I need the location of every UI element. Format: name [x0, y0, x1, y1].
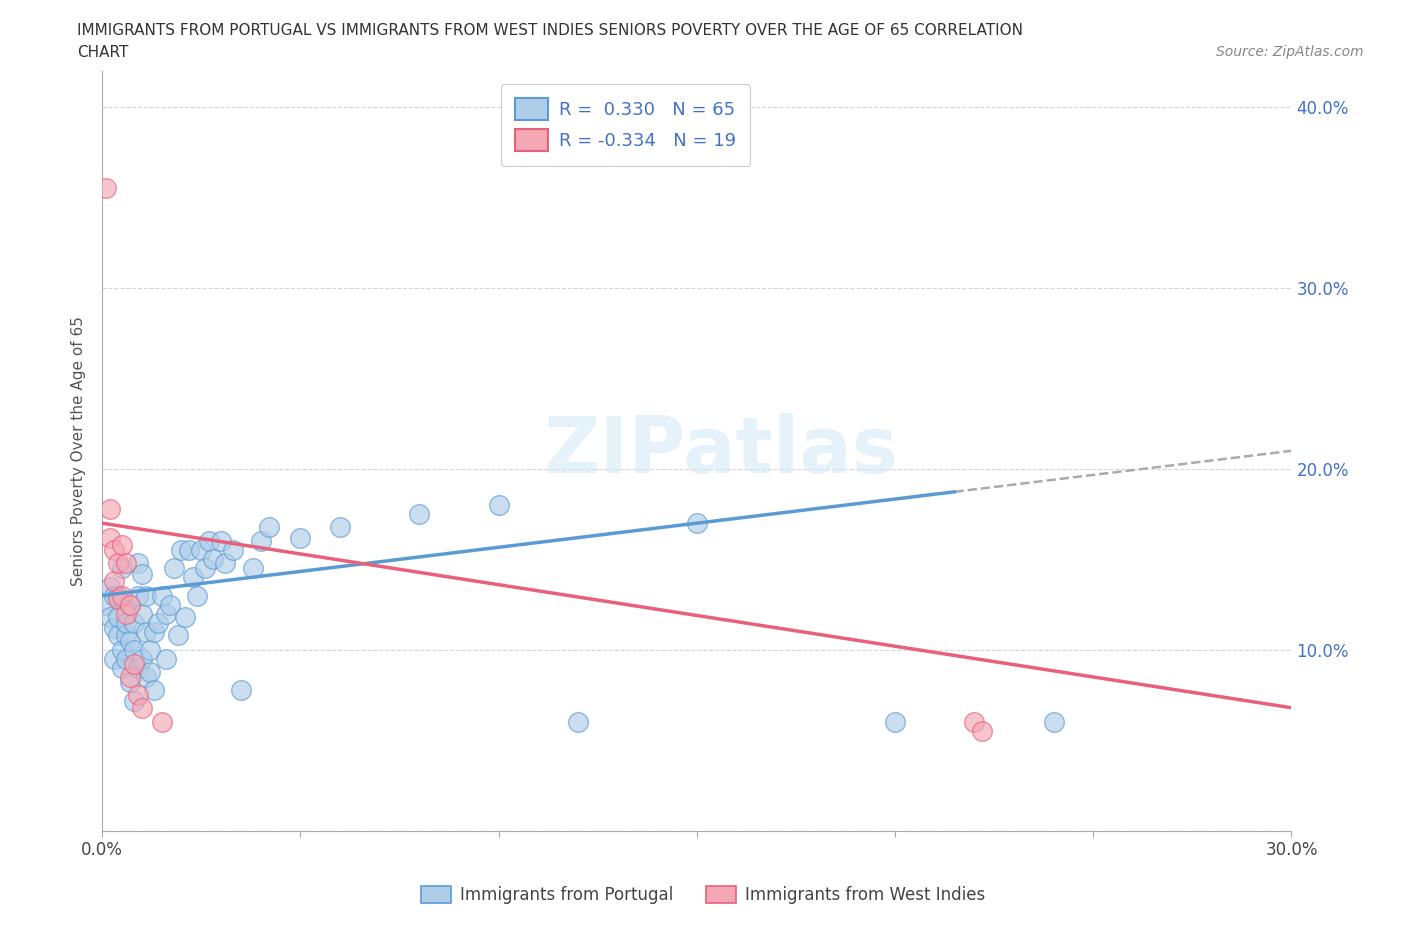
Point — [131, 700, 153, 715]
Point — [107, 628, 129, 643]
Point — [249, 534, 271, 549]
Point — [127, 660, 149, 675]
Point — [146, 616, 169, 631]
Point — [118, 670, 141, 684]
Point — [183, 570, 205, 585]
Point — [111, 538, 134, 552]
Point — [118, 597, 141, 612]
Point — [127, 555, 149, 570]
Point — [115, 555, 138, 570]
Point — [115, 628, 138, 643]
Y-axis label: Seniors Poverty Over the Age of 65: Seniors Poverty Over the Age of 65 — [72, 316, 86, 586]
Point — [96, 597, 118, 612]
Point — [115, 616, 138, 631]
Point — [174, 610, 197, 625]
Point — [488, 498, 510, 512]
Legend: Immigrants from Portugal, Immigrants from West Indies: Immigrants from Portugal, Immigrants fro… — [415, 879, 991, 910]
Point — [963, 715, 986, 730]
Point — [122, 693, 145, 708]
Point — [202, 551, 225, 566]
Point — [131, 606, 153, 621]
Point — [118, 675, 141, 690]
Point — [103, 620, 125, 635]
Point — [107, 555, 129, 570]
Point — [103, 543, 125, 558]
Point — [107, 588, 129, 603]
Point — [257, 519, 280, 534]
Point — [135, 588, 157, 603]
Point — [150, 715, 173, 730]
Point — [131, 651, 153, 666]
Point — [139, 643, 162, 658]
Point — [111, 561, 134, 576]
Point — [214, 555, 236, 570]
Point — [186, 588, 208, 603]
Point — [131, 566, 153, 581]
Point — [142, 683, 165, 698]
Text: Source: ZipAtlas.com: Source: ZipAtlas.com — [1216, 45, 1364, 59]
Point — [98, 610, 121, 625]
Point — [122, 616, 145, 631]
Point — [115, 651, 138, 666]
Point — [884, 715, 907, 730]
Point — [107, 610, 129, 625]
Point — [162, 561, 184, 576]
Point — [98, 501, 121, 516]
Point — [127, 588, 149, 603]
Point — [329, 519, 352, 534]
Point — [170, 543, 193, 558]
Point — [166, 628, 188, 643]
Point — [229, 683, 252, 698]
Point — [198, 534, 221, 549]
Point — [290, 530, 312, 545]
Point — [98, 579, 121, 594]
Text: IMMIGRANTS FROM PORTUGAL VS IMMIGRANTS FROM WEST INDIES SENIORS POVERTY OVER THE: IMMIGRANTS FROM PORTUGAL VS IMMIGRANTS F… — [77, 23, 1024, 38]
Point — [179, 543, 201, 558]
Point — [135, 670, 157, 684]
Point — [159, 597, 181, 612]
Point — [150, 588, 173, 603]
Point — [1042, 715, 1064, 730]
Point — [103, 651, 125, 666]
Point — [115, 606, 138, 621]
Point — [103, 588, 125, 603]
Point — [194, 561, 217, 576]
Legend: R =  0.330   N = 65, R = -0.334   N = 19: R = 0.330 N = 65, R = -0.334 N = 19 — [501, 84, 751, 166]
Point — [139, 664, 162, 679]
Point — [122, 657, 145, 671]
Point — [127, 687, 149, 702]
Point — [118, 597, 141, 612]
Point — [155, 606, 177, 621]
Point — [118, 633, 141, 648]
Point — [103, 574, 125, 589]
Point — [242, 561, 264, 576]
Text: CHART: CHART — [77, 45, 129, 60]
Point — [111, 643, 134, 658]
Point — [155, 651, 177, 666]
Point — [190, 543, 212, 558]
Point — [408, 507, 430, 522]
Point — [686, 516, 709, 531]
Point — [972, 724, 994, 738]
Point — [107, 591, 129, 606]
Point — [122, 643, 145, 658]
Point — [111, 660, 134, 675]
Point — [135, 624, 157, 639]
Point — [567, 715, 589, 730]
Point — [98, 530, 121, 545]
Point — [111, 588, 134, 603]
Point — [142, 624, 165, 639]
Point — [96, 181, 118, 196]
Text: ZIPatlas: ZIPatlas — [543, 413, 898, 489]
Point — [222, 543, 245, 558]
Point — [209, 534, 232, 549]
